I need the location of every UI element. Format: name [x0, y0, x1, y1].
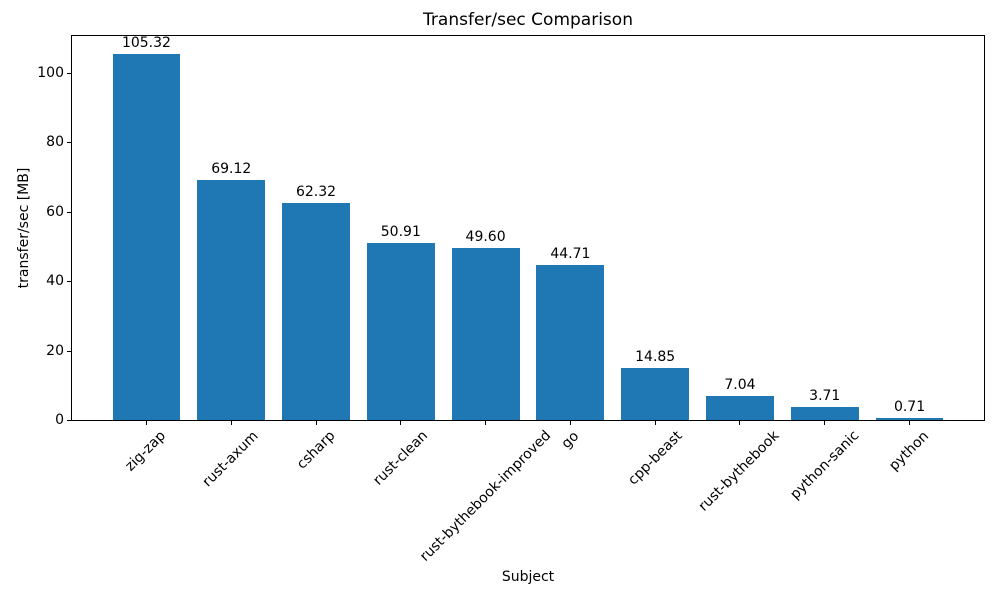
bar-value-label: 3.71: [809, 388, 841, 405]
chart-title: Transfer/sec Comparison: [423, 10, 633, 30]
x-tick: [230, 421, 232, 425]
bar-csharp: [282, 203, 350, 420]
bar-rust-axum: [197, 179, 266, 420]
bar-value-label: 44.71: [550, 245, 591, 262]
bar-value-label: 105.32: [121, 35, 171, 52]
bar-zig-zap: [112, 54, 181, 420]
y-tick: [67, 142, 71, 144]
x-tick-label-go: go: [558, 427, 583, 452]
bar-python-sanic: [790, 407, 859, 420]
bar-python: [875, 417, 944, 420]
y-tick-label: 0: [55, 412, 64, 428]
y-tick: [67, 72, 71, 74]
bar-value-label: 0.71: [893, 398, 926, 415]
x-tick: [739, 421, 741, 425]
y-tick-label: 40: [46, 273, 64, 290]
bar-value-label: 49.60: [465, 228, 506, 245]
bar-value-label: 62.32: [295, 184, 337, 201]
x-tick-label-rust-axum: rust-axum: [199, 428, 262, 491]
bar-value-label: 50.91: [380, 224, 421, 241]
bar-cpp-beast: [621, 368, 690, 420]
y-tick: [67, 211, 71, 213]
x-tick: [485, 421, 487, 425]
bar-go: [536, 264, 605, 420]
x-tick-label-csharp: csharp: [293, 427, 339, 473]
y-tick-label: 100: [37, 64, 64, 81]
x-tick: [400, 421, 402, 425]
y-tick-label: 60: [46, 203, 64, 220]
x-tick-label-python-sanic: python-sanic: [786, 427, 863, 504]
x-tick: [145, 421, 147, 425]
x-tick: [824, 421, 826, 425]
x-tick-label-cpp-beast: cpp-beast: [624, 427, 686, 489]
bar-rust-bythebook: [706, 395, 774, 420]
x-tick: [909, 421, 911, 425]
bar-value-label: 69.12: [211, 160, 252, 177]
x-tick-label-zig-zap: zig-zap: [122, 427, 170, 475]
bar-rust-clean: [366, 243, 435, 420]
x-tick: [654, 421, 656, 425]
x-tick-label-python: python: [886, 427, 933, 474]
x-tick-label-rust-clean: rust-clean: [370, 427, 431, 489]
x-tick-label-rust-bythebook: rust-bythebook: [696, 428, 783, 515]
x-tick: [315, 421, 317, 425]
y-tick-label: 80: [46, 134, 64, 151]
bar-value-label: 14.85: [635, 349, 676, 366]
bar-rust-bythebook-improved: [451, 247, 520, 420]
y-tick: [67, 281, 71, 283]
bar-value-label: 7.04: [724, 376, 756, 393]
y-tick: [67, 350, 71, 352]
x-axis-label: Subject: [501, 569, 555, 585]
y-axis-label: transfer/sec [MB]: [16, 167, 32, 289]
x-tick-label-rust-bythebook-improved: rust-bythebook-improved: [416, 427, 554, 566]
y-tick-label: 20: [46, 342, 64, 359]
x-tick: [569, 421, 571, 425]
y-tick: [67, 420, 71, 421]
